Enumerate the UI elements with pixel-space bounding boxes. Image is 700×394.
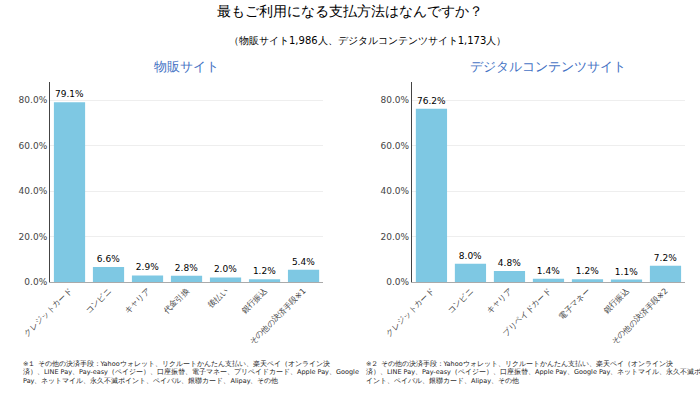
svg-text:（物販サイト1,986人、デジタルコンテンツサイト1,173: （物販サイト1,986人、デジタルコンテンツサイト1,173人） [229, 35, 506, 46]
svg-text:その他の決済手段※1: その他の決済手段※1 [248, 286, 308, 346]
svg-text:最もご利用になる支払方法はなんですか？: 最もご利用になる支払方法はなんですか？ [217, 3, 483, 19]
svg-text:80.0%: 80.0% [381, 95, 410, 105]
svg-text:※２ その他の決済手段：Yahooウォレット、リクルートかん: ※２ その他の決済手段：Yahooウォレット、リクルートかんたん支払い、楽天ペイ… [366, 360, 700, 385]
svg-text:8.0%: 8.0% [459, 251, 482, 261]
svg-text:1.2%: 1.2% [576, 266, 599, 276]
svg-text:2.9%: 2.9% [136, 262, 159, 272]
svg-text:40.0%: 40.0% [381, 186, 410, 196]
svg-text:80.0%: 80.0% [19, 95, 48, 105]
svg-text:クレジットカード: クレジットカード [384, 286, 436, 338]
svg-text:後払い: 後払い [206, 286, 229, 309]
svg-text:7.2%: 7.2% [654, 253, 677, 263]
svg-text:デジタルコンテンツサイト: デジタルコンテンツサイト [470, 59, 626, 74]
svg-text:コンビニ: コンビニ [84, 286, 113, 315]
svg-text:クレジットカード: クレジットカード [22, 286, 74, 338]
svg-text:2.8%: 2.8% [175, 263, 198, 273]
svg-text:40.0%: 40.0% [19, 186, 48, 196]
svg-text:コンビニ: コンビニ [446, 286, 475, 315]
svg-text:1.1%: 1.1% [615, 267, 638, 277]
svg-text:キャリア: キャリア [123, 286, 152, 315]
svg-text:0.0%: 0.0% [386, 277, 409, 287]
svg-text:※１ その他の決済手段：Yahooウォレット、リクルートかん: ※１ その他の決済手段：Yahooウォレット、リクルートかんたん支払い、楽天ペイ… [23, 360, 359, 385]
svg-text:60.0%: 60.0% [19, 141, 48, 151]
svg-text:60.0%: 60.0% [381, 141, 410, 151]
svg-text:銀行振込: 銀行振込 [602, 286, 631, 315]
svg-text:代金引換: 代金引換 [161, 286, 191, 316]
svg-text:その他の決済手段※2: その他の決済手段※2 [610, 286, 670, 346]
svg-text:6.6%: 6.6% [97, 254, 120, 264]
svg-text:2.0%: 2.0% [214, 264, 237, 274]
svg-text:0.0%: 0.0% [24, 277, 47, 287]
svg-text:銀行振込: 銀行振込 [240, 286, 269, 315]
svg-text:1.2%: 1.2% [253, 266, 276, 276]
svg-text:76.2%: 76.2% [417, 96, 446, 106]
svg-text:1.4%: 1.4% [537, 266, 560, 276]
svg-text:物販サイト: 物販サイト [154, 59, 219, 74]
svg-text:5.4%: 5.4% [292, 257, 315, 267]
svg-text:プリペイドカード: プリペイドカード [501, 286, 553, 338]
svg-text:20.0%: 20.0% [381, 232, 410, 242]
svg-text:4.8%: 4.8% [498, 258, 521, 268]
svg-text:キャリア: キャリア [485, 286, 514, 315]
svg-text:電子マネー: 電子マネー [557, 286, 592, 321]
svg-text:79.1%: 79.1% [55, 89, 84, 99]
svg-text:20.0%: 20.0% [19, 232, 48, 242]
